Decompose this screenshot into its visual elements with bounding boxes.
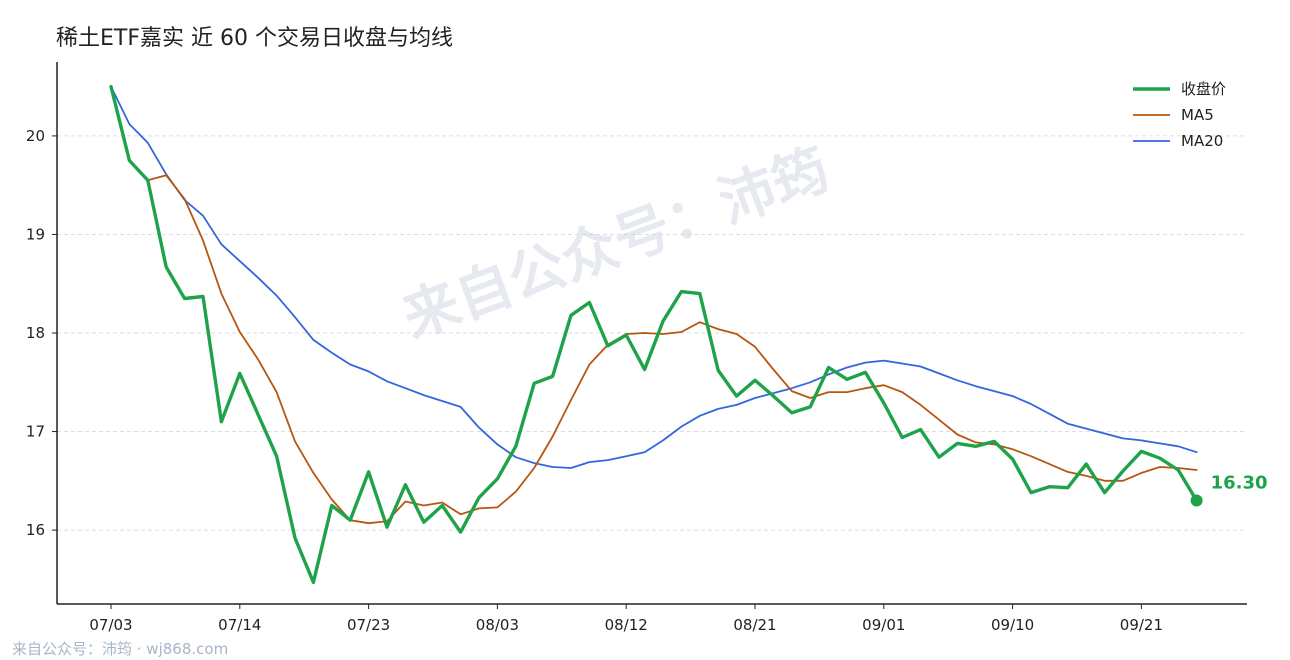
- chart-title: 稀土ETF嘉实 近 60 个交易日收盘与均线: [56, 26, 453, 51]
- y-tick-label: 17: [26, 423, 45, 441]
- y-tick-label: 16: [26, 521, 45, 539]
- grid-lines: [57, 135, 1247, 531]
- y-tick-label: 18: [26, 324, 45, 342]
- y-tick-label: 19: [26, 225, 45, 243]
- x-tick-label: 08/12: [605, 616, 648, 634]
- legend-label-close: 收盘价: [1181, 80, 1226, 98]
- footer-credit: 来自公众号：沛筠 · wj868.com: [12, 640, 229, 658]
- x-tick-label: 07/23: [347, 616, 390, 634]
- series-line-close: [109, 84, 1199, 584]
- watermark-text: 来自公众号：沛筠: [395, 137, 838, 351]
- y-tick-label: 20: [26, 127, 45, 145]
- legend-label-ma20: MA20: [1181, 132, 1223, 150]
- x-tick-label: 07/14: [218, 616, 261, 634]
- legend: 收盘价 MA5 MA20: [1133, 80, 1226, 150]
- series-line-ma5: [110, 85, 1198, 525]
- x-tick-label: 09/21: [1120, 616, 1163, 634]
- series-lines: 16.30: [109, 84, 1268, 584]
- series-line-ma20: [110, 85, 1198, 469]
- last-close-point: [1190, 494, 1203, 507]
- axes: 16 17 18 19 20 07/03 07/14 07/23 08/03 08/12 08/21…: [26, 62, 1247, 634]
- x-tick-label: 09/01: [862, 616, 905, 634]
- x-tick-label: 08/03: [476, 616, 519, 634]
- x-tick-label: 08/21: [733, 616, 776, 634]
- legend-label-ma5: MA5: [1181, 106, 1214, 124]
- x-tick-label: 09/10: [991, 616, 1034, 634]
- last-close-label: 16.30: [1211, 473, 1268, 494]
- x-tick-label: 07/03: [89, 616, 132, 634]
